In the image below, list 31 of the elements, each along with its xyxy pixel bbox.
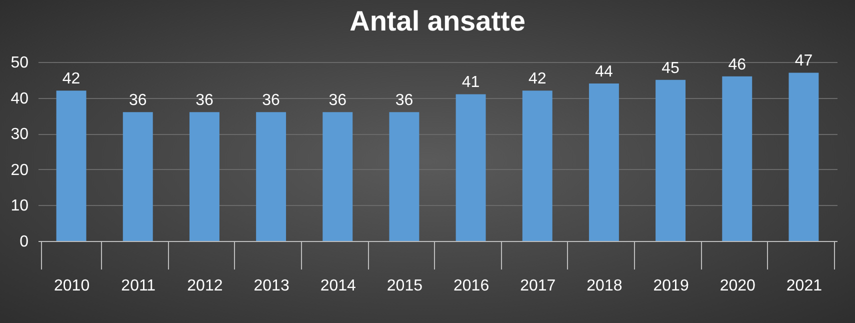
- y-tick-label: 0: [20, 234, 29, 250]
- x-tick-label: 2016: [453, 278, 490, 294]
- data-label: 36: [395, 92, 414, 110]
- data-label: 42: [528, 70, 546, 88]
- data-label: 44: [595, 63, 613, 80]
- x-tick-label: 2020: [720, 278, 756, 294]
- x-tick-label: 2011: [121, 278, 156, 294]
- y-tick-label: 10: [10, 198, 29, 215]
- x-tick-label: 2013: [254, 278, 290, 294]
- x-tick-label: 2018: [586, 278, 622, 294]
- y-tick-label: 50: [10, 54, 29, 72]
- x-tick-label: 2019: [653, 278, 689, 294]
- x-tick-label: 2021: [786, 278, 822, 294]
- data-label: 47: [794, 52, 813, 70]
- y-tick-label: 40: [10, 90, 29, 108]
- y-tick-label: 20: [10, 162, 29, 179]
- data-label: 45: [662, 60, 680, 77]
- data-label: 36: [196, 92, 214, 110]
- chart-title: Antal ansatte: [350, 6, 526, 37]
- x-tick-label: 2015: [386, 278, 423, 294]
- data-label: 42: [62, 70, 80, 88]
- x-tick-label: 2014: [320, 278, 356, 294]
- data-label: 41: [462, 74, 480, 92]
- y-tick-label: 30: [10, 126, 29, 144]
- data-label: 36: [262, 92, 280, 110]
- data-label: 36: [328, 92, 347, 110]
- x-tick-label: 2010: [54, 278, 90, 294]
- x-tick-label: 2017: [520, 278, 556, 294]
- data-label: 36: [128, 92, 147, 110]
- data-label: 46: [728, 56, 746, 74]
- x-tick-label: 2012: [187, 278, 223, 294]
